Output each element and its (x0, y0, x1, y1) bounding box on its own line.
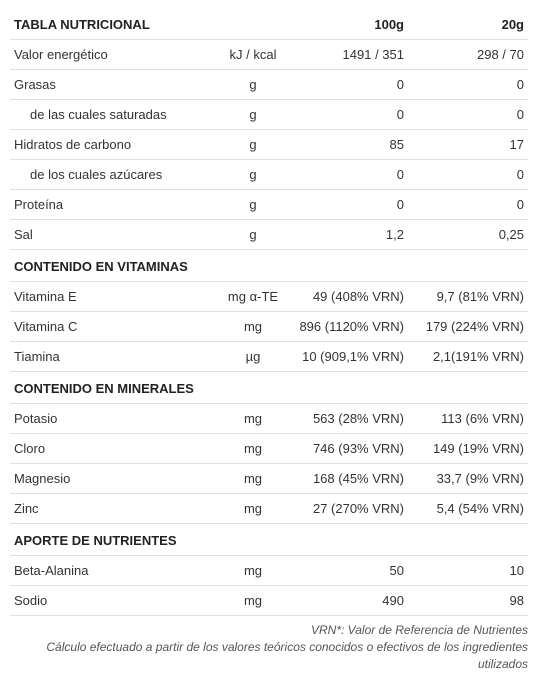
footnote-line2: Cálculo efectuado a partir de los valore… (46, 640, 528, 671)
table-row: Vitamina Cmg896 (1120% VRN)179 (224% VRN… (10, 312, 528, 342)
value-20g: 0 (408, 100, 528, 130)
table-row: de las cuales saturadasg00 (10, 100, 528, 130)
nutrient-unit: mg (218, 404, 288, 434)
section-header: CONTENIDO EN VITAMINAS (10, 250, 528, 282)
value-100g: 0 (288, 190, 408, 220)
table-header-row: TABLA NUTRICIONAL 100g 20g (10, 10, 528, 40)
value-20g: 0 (408, 190, 528, 220)
nutrient-unit: g (218, 160, 288, 190)
value-100g: 50 (288, 556, 408, 586)
value-20g: 33,7 (9% VRN) (408, 464, 528, 494)
table-row: CONTENIDO EN VITAMINAS (10, 250, 528, 282)
table-row: Proteínag00 (10, 190, 528, 220)
value-20g: 149 (19% VRN) (408, 434, 528, 464)
nutrient-name: Potasio (10, 404, 218, 434)
nutrient-name: Hidratos de carbono (10, 130, 218, 160)
nutrient-unit: mg (218, 586, 288, 616)
table-row: Sodiomg49098 (10, 586, 528, 616)
nutrient-name: Vitamina C (10, 312, 218, 342)
nutrient-name: de los cuales azúcares (10, 160, 218, 190)
nutrient-unit: g (218, 100, 288, 130)
column-header-100g: 100g (288, 10, 408, 40)
table-row: Magnesiomg168 (45% VRN)33,7 (9% VRN) (10, 464, 528, 494)
nutrient-name: Vitamina E (10, 282, 218, 312)
value-100g: 168 (45% VRN) (288, 464, 408, 494)
value-100g: 0 (288, 160, 408, 190)
value-20g: 9,7 (81% VRN) (408, 282, 528, 312)
nutrient-unit: mg (218, 312, 288, 342)
table-row: Vitamina Emg α-TE49 (408% VRN)9,7 (81% V… (10, 282, 528, 312)
table-row: Potasiomg563 (28% VRN)113 (6% VRN) (10, 404, 528, 434)
value-20g: 5,4 (54% VRN) (408, 494, 528, 524)
table-row: Hidratos de carbonog8517 (10, 130, 528, 160)
nutrient-unit: mg (218, 556, 288, 586)
value-20g: 113 (6% VRN) (408, 404, 528, 434)
nutrient-name: Grasas (10, 70, 218, 100)
value-20g: 298 / 70 (408, 40, 528, 70)
value-100g: 1,2 (288, 220, 408, 250)
nutrient-name: de las cuales saturadas (10, 100, 218, 130)
value-100g: 10 (909,1% VRN) (288, 342, 408, 372)
nutrient-name: Proteína (10, 190, 218, 220)
nutrient-name: Sal (10, 220, 218, 250)
nutrient-name: Cloro (10, 434, 218, 464)
nutrient-unit: g (218, 190, 288, 220)
value-100g: 563 (28% VRN) (288, 404, 408, 434)
table-row: Grasasg00 (10, 70, 528, 100)
nutrient-unit: g (218, 130, 288, 160)
nutrient-unit: mg (218, 494, 288, 524)
value-100g: 746 (93% VRN) (288, 434, 408, 464)
nutrition-table: TABLA NUTRICIONAL 100g 20g Valor energét… (10, 10, 528, 616)
table-row: APORTE DE NUTRIENTES (10, 524, 528, 556)
nutrient-name: Valor energético (10, 40, 218, 70)
value-100g: 0 (288, 100, 408, 130)
table-row: Cloromg746 (93% VRN)149 (19% VRN) (10, 434, 528, 464)
nutrient-unit: g (218, 220, 288, 250)
column-header-20g: 20g (408, 10, 528, 40)
value-20g: 179 (224% VRN) (408, 312, 528, 342)
nutrient-unit: kJ / kcal (218, 40, 288, 70)
value-100g: 0 (288, 70, 408, 100)
value-100g: 1491 / 351 (288, 40, 408, 70)
footnote: VRN*: Valor de Referencia de Nutrientes … (10, 622, 528, 672)
value-100g: 85 (288, 130, 408, 160)
table-row: Beta-Alaninamg5010 (10, 556, 528, 586)
nutrient-unit: g (218, 70, 288, 100)
nutrient-name: Magnesio (10, 464, 218, 494)
nutrient-unit: µg (218, 342, 288, 372)
value-20g: 17 (408, 130, 528, 160)
table-row: Zincmg27 (270% VRN)5,4 (54% VRN) (10, 494, 528, 524)
table-row: Valor energéticokJ / kcal1491 / 351298 /… (10, 40, 528, 70)
nutrient-name: Tiamina (10, 342, 218, 372)
table-row: Tiaminaµg10 (909,1% VRN)2,1(191% VRN) (10, 342, 528, 372)
value-100g: 49 (408% VRN) (288, 282, 408, 312)
value-20g: 10 (408, 556, 528, 586)
value-20g: 98 (408, 586, 528, 616)
value-100g: 27 (270% VRN) (288, 494, 408, 524)
nutrient-name: Beta-Alanina (10, 556, 218, 586)
footnote-line1: VRN*: Valor de Referencia de Nutrientes (311, 623, 528, 637)
value-20g: 0 (408, 70, 528, 100)
table-title-cell: TABLA NUTRICIONAL (10, 10, 288, 40)
section-header: CONTENIDO EN MINERALES (10, 372, 528, 404)
value-20g: 2,1(191% VRN) (408, 342, 528, 372)
nutrient-unit: mg (218, 464, 288, 494)
value-20g: 0 (408, 160, 528, 190)
table-row: CONTENIDO EN MINERALES (10, 372, 528, 404)
table-row: Salg1,20,25 (10, 220, 528, 250)
table-row: de los cuales azúcaresg00 (10, 160, 528, 190)
value-20g: 0,25 (408, 220, 528, 250)
value-100g: 490 (288, 586, 408, 616)
value-100g: 896 (1120% VRN) (288, 312, 408, 342)
nutrient-unit: mg (218, 434, 288, 464)
nutrient-name: Sodio (10, 586, 218, 616)
nutrient-unit: mg α-TE (218, 282, 288, 312)
nutrient-name: Zinc (10, 494, 218, 524)
section-header: APORTE DE NUTRIENTES (10, 524, 528, 556)
